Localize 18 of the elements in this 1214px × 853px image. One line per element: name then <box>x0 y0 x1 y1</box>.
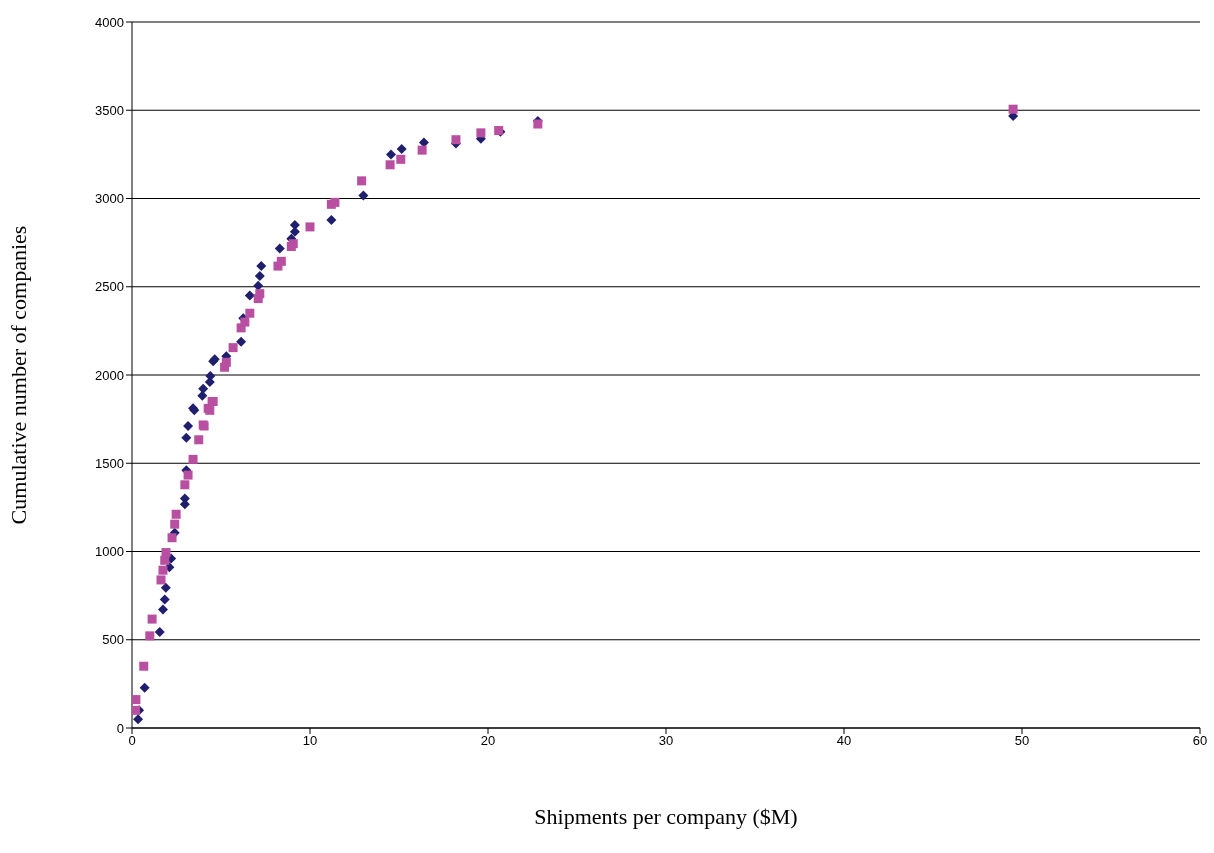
y-tick-label: 1000 <box>95 544 124 560</box>
x-tick-label: 60 <box>1192 733 1208 749</box>
y-axis-title: Cumulative number of companies <box>5 225 31 525</box>
x-tick-label: 10 <box>302 733 318 749</box>
x-tick-label: 40 <box>836 733 852 749</box>
x-axis-title: Shipments per company ($M) <box>534 803 798 829</box>
y-tick-label: 2500 <box>95 279 124 295</box>
y-tick-label: 4000 <box>95 14 124 30</box>
y-tick-label: 0 <box>116 720 124 736</box>
x-tick-label: 0 <box>128 733 136 749</box>
y-tick-label: 1500 <box>95 455 124 471</box>
x-tick-label: 30 <box>658 733 674 749</box>
y-tick-label: 3500 <box>95 102 124 118</box>
y-tick-label: 3000 <box>95 191 124 207</box>
y-tick-label: 500 <box>102 632 124 648</box>
x-tick-label: 20 <box>480 733 496 749</box>
x-tick-label: 50 <box>1014 733 1030 749</box>
y-tick-label: 2000 <box>95 367 124 383</box>
